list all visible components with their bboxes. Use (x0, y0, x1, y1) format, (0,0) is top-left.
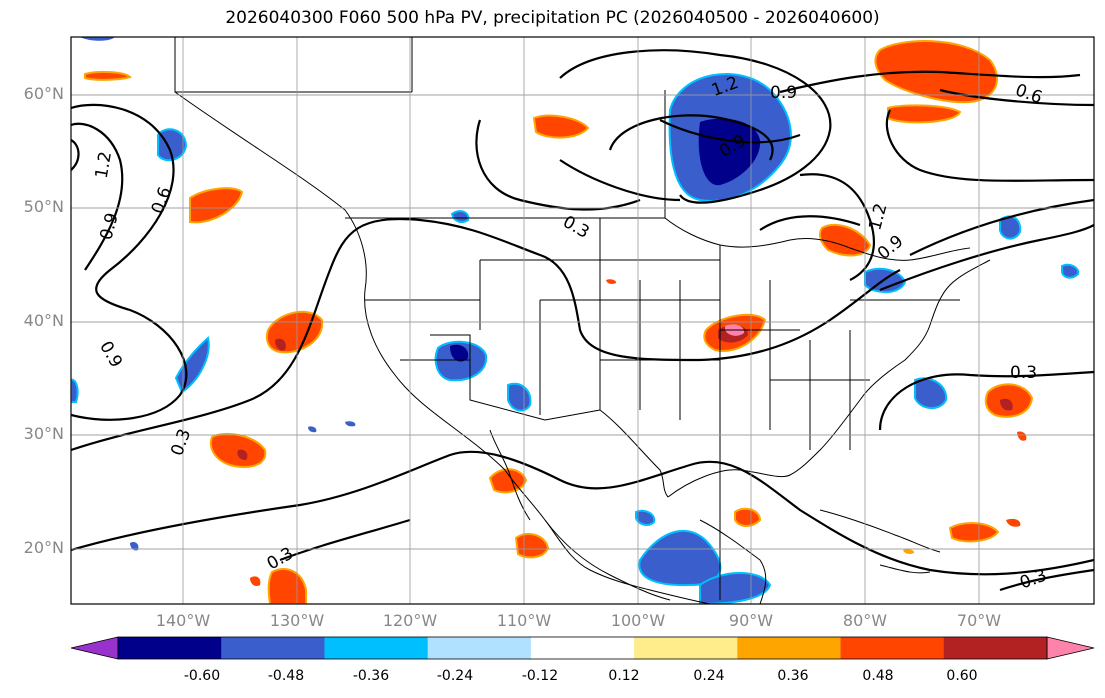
colorbar-extend-low (70, 636, 119, 660)
contour-label: 1.2 (92, 150, 116, 180)
lon-label: 80°W (842, 611, 888, 630)
colorbar-label: -0.12 (521, 668, 559, 684)
contour-label: 0.9 (770, 83, 797, 103)
colorbar-frame (117, 636, 1048, 660)
coastlines (174, 37, 991, 604)
colorbar-segment (427, 637, 532, 659)
colorbar-segment (118, 637, 222, 659)
colorbar-segment (634, 637, 738, 659)
colorbar-segment (737, 637, 842, 659)
lat-label: 40°N (23, 311, 64, 330)
colorbar-segment (840, 637, 945, 659)
colorbar-label: 0.36 (777, 668, 809, 684)
colorbar-label: 0.48 (862, 668, 894, 684)
colorbar-label: -0.48 (267, 668, 305, 684)
colorbar-label: -0.36 (352, 668, 390, 684)
lon-label: 120°W (382, 611, 438, 630)
colorbar (70, 636, 1095, 660)
pv-contours (71, 49, 1094, 592)
lat-label: 20°N (23, 538, 64, 557)
lon-label: 110°W (496, 611, 552, 630)
colorbar-label: 0.24 (693, 668, 725, 684)
colorbar-segment (221, 637, 325, 659)
colorbar-segment (324, 637, 429, 659)
lon-label: 130°W (269, 611, 325, 630)
colorbar-segment (943, 637, 1048, 659)
lon-label: 140°W (155, 611, 211, 630)
lat-label: 50°N (23, 197, 64, 216)
plot-frame (70, 36, 1095, 605)
lat-label: 60°N (23, 84, 64, 103)
colorbar-extend-high (1046, 636, 1095, 660)
map-title: 2026040300 F060 500 hPa PV, precipitatio… (225, 8, 880, 28)
lat-label: 30°N (23, 424, 64, 443)
contour-label: 0.3 (1010, 363, 1037, 383)
colorbar-label: -0.60 (183, 668, 221, 684)
gridlines (71, 37, 1094, 604)
lon-label: 70°W (956, 611, 1002, 630)
colorbar-label: 0.12 (608, 668, 640, 684)
lon-label: 90°W (728, 611, 774, 630)
colorbar-segment (530, 637, 635, 659)
lon-label: 100°W (610, 611, 666, 630)
colorbar-label: 0.60 (946, 668, 978, 684)
colorbar-label: -0.24 (436, 668, 474, 684)
